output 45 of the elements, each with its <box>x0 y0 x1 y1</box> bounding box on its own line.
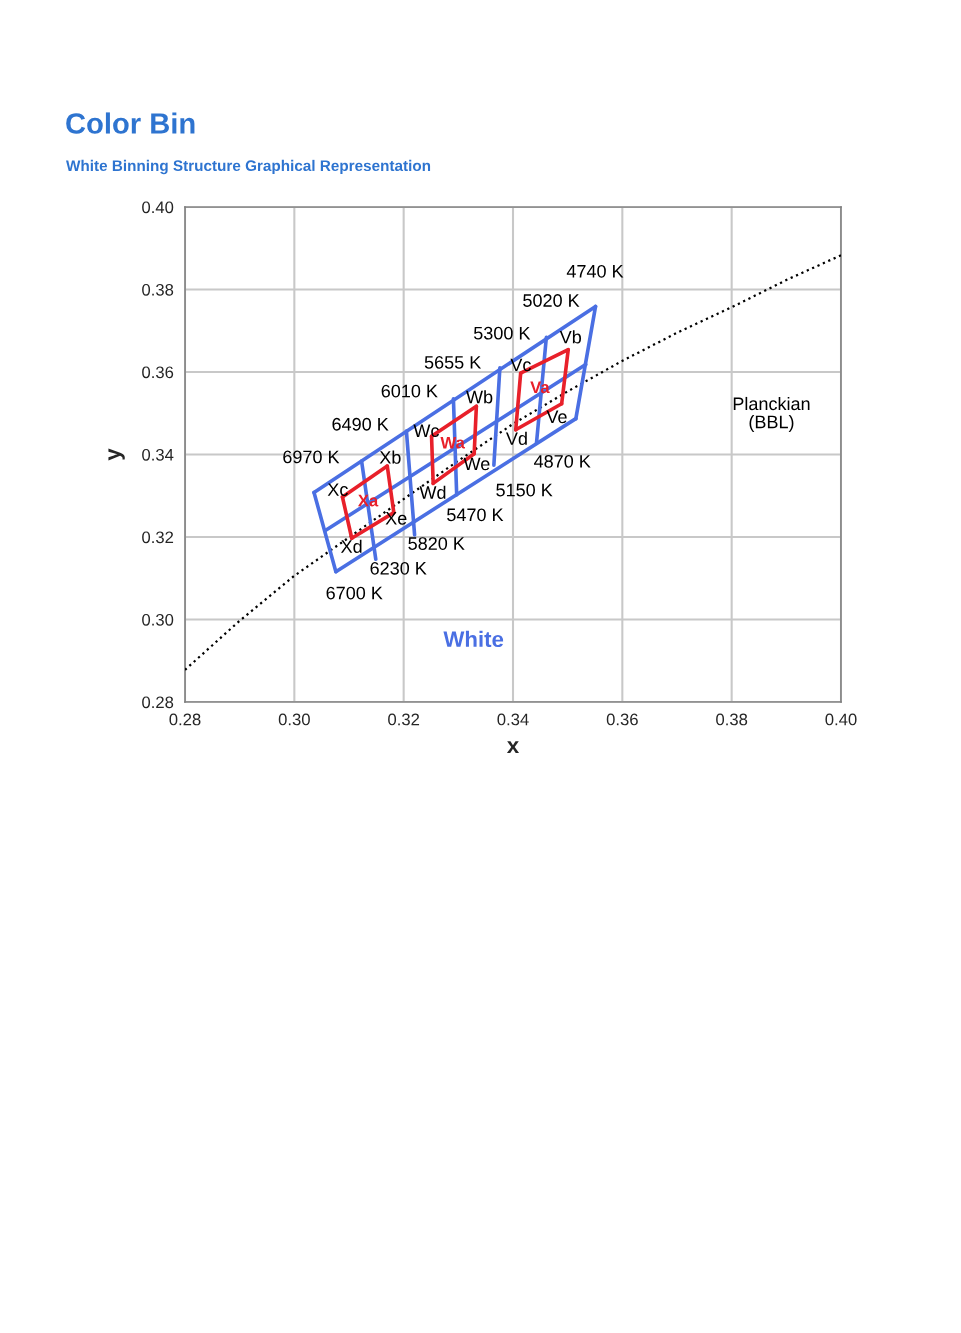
y-axis-title: y <box>108 448 125 461</box>
x-tick-label: 0.40 <box>825 713 857 726</box>
annotation: 6230 K <box>370 561 427 575</box>
annotation: 5655 K <box>424 355 482 369</box>
annotation: Planckian (BBL) <box>733 396 810 432</box>
annotation: Xd <box>340 539 362 553</box>
x-tick-label: 0.38 <box>716 713 748 726</box>
annotation: Wc <box>413 424 439 438</box>
y-tick-label: 0.30 <box>142 613 174 626</box>
annotation: Ve <box>546 410 567 424</box>
y-tick-label: 0.32 <box>142 531 174 544</box>
y-tick-label: 0.38 <box>142 283 174 296</box>
chart-title: Color Bin <box>66 112 195 134</box>
annotation: 6010 K <box>381 384 438 398</box>
x-tick-label: 0.36 <box>606 713 638 726</box>
annotation: 5470 K <box>447 508 504 522</box>
annotation: White <box>443 630 504 648</box>
annotation: We <box>463 457 490 471</box>
annotation: Xe <box>385 512 407 525</box>
y-tick-label: 0.28 <box>142 696 174 709</box>
x-tick-label: 0.32 <box>388 713 420 726</box>
annotation: Xb <box>379 450 401 464</box>
annotation: 6970 K <box>283 450 340 464</box>
annotation: Wd <box>419 485 446 499</box>
x-tick-label: 0.30 <box>278 713 310 726</box>
annotation: Wb <box>466 390 493 404</box>
annotation: 4740 K <box>566 264 624 278</box>
annotation: 6700 K <box>326 586 383 600</box>
annotation: Vc <box>510 358 531 372</box>
y-tick-label: 0.40 <box>142 201 174 214</box>
annotation: Vb <box>559 330 582 344</box>
annotation: 5150 K <box>496 483 553 497</box>
y-tick-label: 0.34 <box>142 448 174 461</box>
x-tick-label: 0.28 <box>169 713 201 726</box>
x-tick-label: 0.34 <box>497 713 529 726</box>
annotation: Xc <box>327 483 348 496</box>
y-tick-label: 0.36 <box>142 366 174 379</box>
annotation: 5020 K <box>523 294 580 307</box>
annotation: 6490 K <box>332 417 389 431</box>
chart-subtitle: White Binning Structure Graphical Representation <box>66 159 431 175</box>
annotation: 5820 K <box>408 537 465 550</box>
annotation: 4870 K <box>534 454 591 468</box>
x-axis-title: x <box>506 741 520 754</box>
annotation: 5300 K <box>473 326 531 340</box>
annotation: Vd <box>505 431 527 445</box>
